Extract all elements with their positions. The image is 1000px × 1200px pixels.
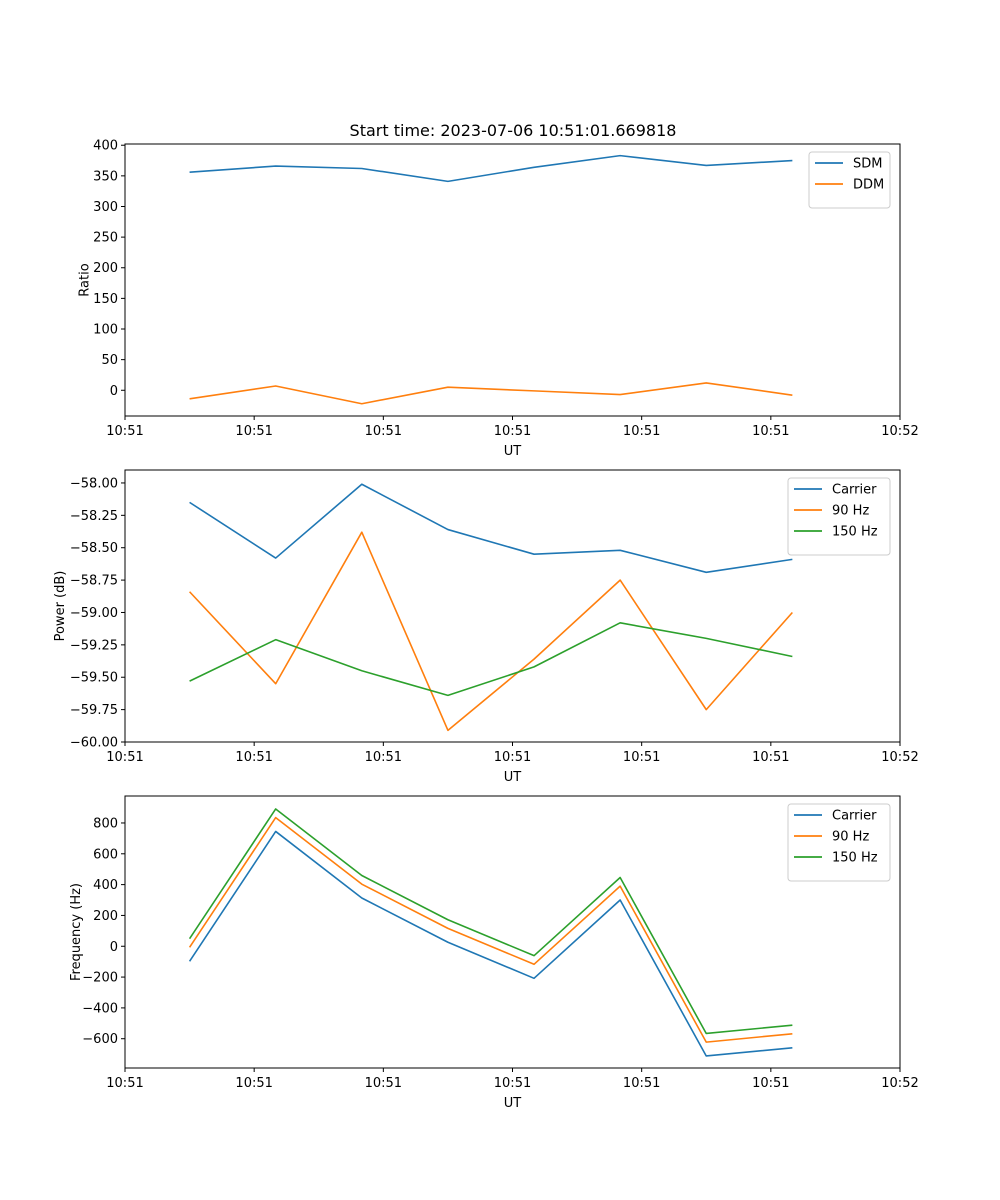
subplot-1-legend-box [808,151,891,209]
subplot-3-x-tick-label: 10:51 [752,1076,789,1091]
subplot-1-y-tick-label: 200 [93,261,118,276]
subplot-3-x-tick-label: 10:51 [106,1076,143,1091]
subplot-2-y-tick-label: −59.75 [70,703,118,718]
subplot-3-y-tick-label: 200 [93,909,118,924]
subplot-1-series-sdm-line [189,154,793,183]
subplot-2-x-tick-label: 10:51 [752,750,789,765]
subplot-2-x-axis-label: UT [504,770,522,785]
subplot-2-y-tick-label: −58.25 [70,509,118,524]
subplot-1-x-tick-label: 10:51 [623,424,660,439]
subplot-2-y-axis-label: Power (dB) [53,571,68,642]
subplot-3-x-tick-label: 10:51 [623,1076,660,1091]
subplot-2-x-tick-label: 10:51 [106,750,143,765]
subplot-3: 10:51 10:51 10:51 10:51 10:51 10:51 10:52 −600 −… [69,795,919,1111]
subplot-3-y-tick-label: 0 [110,940,118,955]
subplot-1-x-tick-label: 10:51 [365,424,402,439]
subplot-3-x-tick-label: 10:51 [494,1076,531,1091]
subplot-1-series-ddm-line [189,382,793,405]
subplot-1: 10:51 10:51 10:51 10:51 10:51 10:51 10:52 0 50 10… [77,139,918,459]
subplot-3-series-150-hz-line [188,808,793,1035]
subplot-3-legend-box [787,803,891,882]
subplot-1-y-tick-label: 50 [101,353,118,368]
subplot-3-y-tick-label: 400 [93,878,118,893]
subplot-2-x-tick-label: 10:51 [365,750,402,765]
subplot-3-legend-label-90-hz: 90 Hz [832,830,869,845]
subplot-1-x-tick-label: 10:51 [752,424,789,439]
subplot-2-y-tick-label: −58.00 [70,476,118,491]
subplot-3-legend: Carrier 90 Hz 150 Hz [787,803,891,882]
subplot-2-series-150-hz-line [189,622,793,697]
subplot-3-legend-label-150-hz: 150 Hz [832,851,878,866]
subplot-2-x-tick-label: 10:51 [235,750,272,765]
subplot-1-legend: SDM DDM [808,151,891,209]
subplot-2-y-tick-label: −60.00 [70,736,118,751]
subplot-2-y-tick-label: −58.50 [70,541,118,556]
subplot-1-y-tick-label: 250 [93,231,118,246]
subplot-3-y-tick-label: −600 [82,1032,118,1047]
subplot-2-y-tick-label: −59.50 [70,671,118,686]
subplot-3-series-90-hz-line [188,816,793,1043]
subplot-1-x-tick-label: 10:51 [106,424,143,439]
subplot-3-y-tick-label: −200 [82,971,118,986]
subplot-2-y-tick-label: −58.75 [70,574,118,589]
subplot-1-x-tick-label: 10:52 [881,424,918,439]
subplot-1-x-axis-label: UT [504,444,522,459]
subplot-2-x-tick-label: 10:52 [881,750,918,765]
subplot-3-legend-label-carrier: Carrier [832,809,877,824]
subplot-2-legend-box [787,477,891,556]
subplot-2-x-tick-label: 10:51 [494,750,531,765]
subplot-2: 10:51 10:51 10:51 10:51 10:51 10:51 10:52 −60.0… [53,469,919,785]
subplot-1-y-tick-label: 0 [110,384,118,399]
subplot-2-legend: Carrier 90 Hz 150 Hz [787,477,891,556]
subplot-1-legend-label-sdm: SDM [853,157,882,172]
subplot-3-y-tick-label: −400 [82,1001,118,1016]
subplot-2-legend-label-150-hz: 150 Hz [832,525,878,540]
subplot-1-y-tick-label: 100 [93,323,118,338]
subplot-3-series-carrier-line [188,830,793,1057]
subplot-2-legend-label-carrier: Carrier [832,483,877,498]
subplot-1-y-tick-label: 300 [93,200,118,215]
subplot-2-series-90-hz-line [188,531,793,732]
subplot-3-x-tick-label: 10:52 [881,1076,918,1091]
subplot-2-y-tick-label: −59.25 [70,638,118,653]
subplot-1-legend-label-ddm: DDM [853,178,884,193]
subplot-2-series-carrier-line [189,483,793,574]
subplot-1-y-tick-label: 350 [93,169,118,184]
subplot-3-x-tick-label: 10:51 [235,1076,272,1091]
subplot-1-y-tick-label: 150 [93,292,118,307]
subplot-1-y-axis-label: Ratio [77,263,92,296]
subplot-3-y-axis-label: Frequency (Hz) [69,883,84,981]
subplot-2-legend-label-90-hz: 90 Hz [832,504,869,519]
subplot-1-y-tick-label: 400 [93,139,118,154]
subplot-1-x-tick-label: 10:51 [235,424,272,439]
plots-container: 10:51 10:51 10:51 10:51 10:51 10:51 10:52 0 50 10… [53,139,919,1111]
subplot-2-y-tick-label: −59.00 [70,606,118,621]
subplot-3-y-tick-label: 800 [93,816,118,831]
subplot-3-x-tick-label: 10:51 [365,1076,402,1091]
figure-title: Start time: 2023-07-06 10:51:01.669818 [350,121,677,140]
subplot-3-y-tick-label: 600 [93,847,118,862]
subplot-3-x-axis-label: UT [504,1096,522,1111]
subplot-2-x-tick-label: 10:51 [623,750,660,765]
subplot-1-x-tick-label: 10:51 [494,424,531,439]
